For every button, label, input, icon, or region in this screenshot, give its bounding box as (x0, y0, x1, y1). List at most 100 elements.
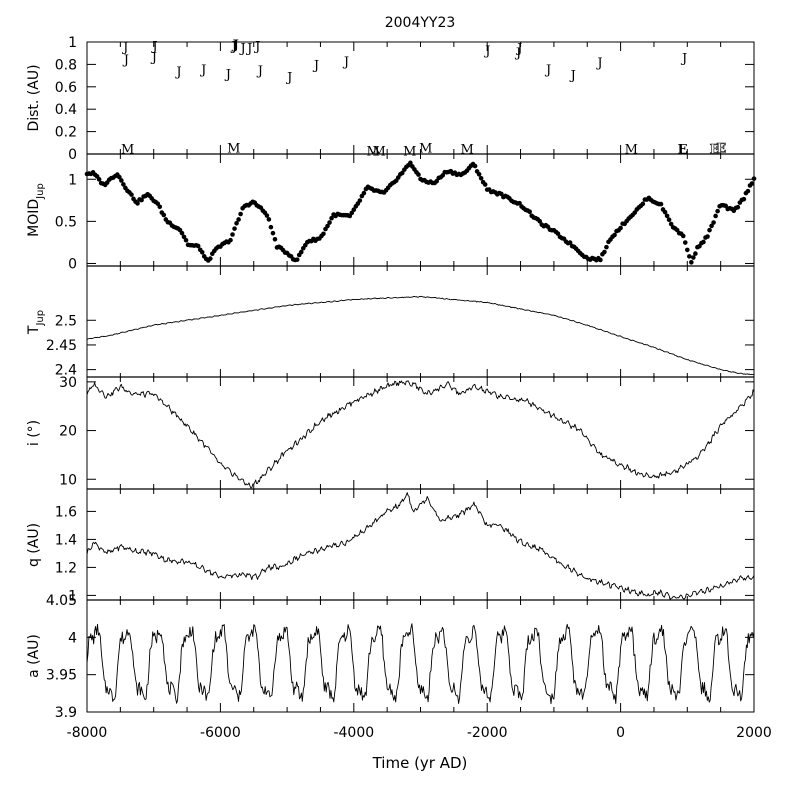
moid-point (691, 255, 696, 260)
encounter-marker: E (710, 142, 720, 157)
moid-point (640, 201, 646, 207)
encounter-marker: J (253, 39, 260, 54)
moid-point (119, 178, 124, 183)
chart-title: 2004YY23 (385, 15, 456, 31)
moid-point (230, 232, 235, 237)
y-tick-label: 2.5 (55, 313, 77, 329)
x-axis: -8000 -6000 -4000 -2000 0 2000 (67, 725, 772, 741)
moid-point (264, 213, 270, 218)
moid-point (96, 177, 102, 182)
moid-point (701, 239, 706, 245)
moid-point (325, 223, 330, 229)
moid-point (329, 215, 334, 221)
moid-point (745, 188, 751, 194)
moid-point (408, 160, 413, 166)
moid-point (361, 190, 367, 196)
moid-point (664, 213, 670, 219)
moid-point (272, 236, 278, 242)
moid-point (268, 224, 274, 230)
encounter-marker: J (483, 44, 490, 59)
y-tick-label: 0.5 (55, 214, 77, 230)
moid-point (527, 209, 532, 214)
moid-point (517, 200, 522, 206)
encounter-marker: M (372, 145, 385, 160)
encounter-marker: E (716, 141, 726, 156)
y-axis-label-subscript: Jup (35, 310, 46, 327)
series-line-a (86, 623, 755, 705)
moid-point (682, 240, 688, 245)
encounter-marker: J (680, 52, 687, 67)
moid-point (537, 219, 543, 224)
moid-point (266, 217, 272, 222)
encounter-marker: J (312, 58, 319, 73)
moid-point (751, 176, 757, 181)
moid-point (472, 163, 478, 169)
encounter-marker: M (419, 141, 432, 156)
y-tick-label: 0.4 (55, 102, 77, 118)
series-line-tjup (86, 295, 755, 376)
encounter-marker: J (285, 71, 292, 86)
encounter-marker: J (245, 42, 252, 57)
y-axis-label-a: a (AU) (26, 634, 42, 678)
moid-point (618, 225, 623, 231)
encounter-marker: J (595, 56, 602, 71)
x-tick-label: 2000 (736, 725, 772, 741)
y-tick-label: 3.9 (55, 705, 77, 721)
y-tick-label: 1.6 (55, 504, 77, 520)
moid-point (602, 249, 607, 255)
moid-point (476, 171, 482, 177)
encounter-marker: J (230, 39, 237, 54)
encounter-marker: J (199, 63, 206, 78)
y-tick-label: 3.95 (46, 668, 77, 684)
x-tick-label: -4000 (333, 725, 374, 741)
panel-q: 1 1.2 1.4 1.6 q (AU) (26, 488, 755, 604)
moid-point (416, 172, 421, 177)
y-tick-label: 0.8 (55, 57, 77, 73)
encounter-marker: J (174, 65, 181, 80)
moid-point (121, 182, 126, 187)
encounter-marker: J (342, 55, 349, 70)
moid-point (199, 250, 205, 255)
encounter-marker: J (150, 39, 157, 54)
moid-point (735, 204, 741, 210)
y-axis-label-subscript: Jup (35, 183, 46, 200)
x-axis-label: Time (yr AD) (372, 754, 468, 772)
encounter-marker: J (150, 51, 157, 66)
moid-point (321, 231, 326, 237)
encounter-marker: M (403, 145, 416, 160)
encounter-marker: J (232, 38, 239, 53)
encounter-marker: J (224, 67, 231, 82)
y-tick-label: 0.2 (55, 125, 77, 141)
encounter-marker: J (544, 63, 551, 78)
y-tick-label: 4 (68, 630, 77, 646)
encounter-marker: J (122, 53, 129, 68)
y-tick-label: 1 (68, 172, 77, 188)
x-tick-label: -8000 (67, 725, 108, 741)
panel-tjup: 2.4 2.45 2.5 TJup (26, 265, 755, 379)
y-tick-label: 4.05 (46, 593, 77, 609)
moid-point (612, 232, 617, 238)
y-tick-label: 1.2 (55, 560, 77, 576)
moid-point (705, 234, 710, 239)
y-axis-label-q: q (AU) (26, 523, 42, 567)
y-tick-label: 10 (59, 472, 77, 488)
moid-point (179, 230, 185, 236)
moid-point (741, 196, 747, 202)
moid-point (709, 223, 714, 229)
encounter-marker: M (366, 145, 379, 160)
moid-point (662, 209, 668, 215)
encounter-marker: J (514, 46, 521, 61)
moid-point (400, 170, 405, 176)
moid-point (680, 233, 686, 239)
y-axis-label-i: i (°) (26, 420, 42, 446)
encounter-marker: J (256, 64, 263, 79)
moid-point (129, 192, 134, 197)
encounter-marker: M (227, 141, 240, 156)
y-axis-label-moid: MOIDJup (26, 183, 46, 237)
moid-point (327, 220, 332, 225)
series-line-i (86, 380, 755, 489)
moid-point (207, 256, 213, 261)
